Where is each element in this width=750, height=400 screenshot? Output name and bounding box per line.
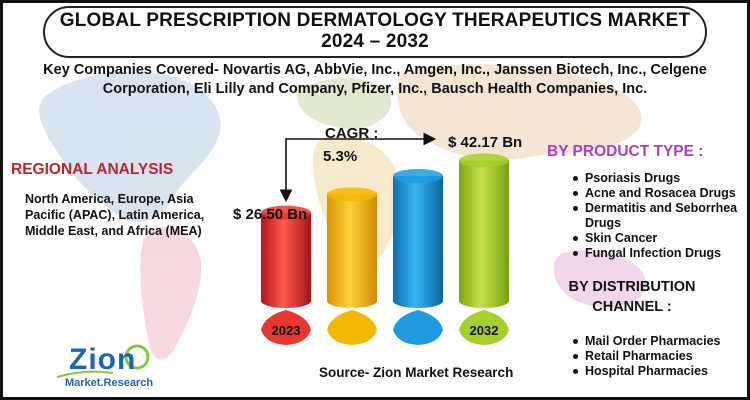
bar-body — [393, 176, 443, 301]
list-item: Skin Cancer — [571, 231, 747, 246]
cagr-value: 5.3% — [323, 148, 357, 165]
cagr-label: CAGR : — [325, 125, 378, 142]
bullet-icon — [573, 176, 578, 181]
bar-base — [261, 294, 311, 308]
title-banner: GLOBAL PRESCRIPTION DERMATOLOGY THERAPEU… — [43, 6, 707, 58]
product-type-item: Skin Cancer — [585, 231, 658, 245]
bar-top — [327, 187, 377, 202]
list-item: Fungal Infection Drugs — [571, 246, 747, 261]
bullet-icon — [573, 369, 578, 374]
list-item: Retail Pharmacies — [571, 349, 747, 364]
list-item: Dermatitis and Seborrhea Drugs — [571, 201, 747, 231]
bar-top — [459, 153, 509, 168]
market-bar-chart: 2023 2032 CAGR : 5.3% $ 26.50 Bn $ 42.17 … — [233, 125, 522, 345]
zion-logo: Zion Market.Research — [55, 343, 165, 395]
source-note: Source- Zion Market Research — [319, 365, 514, 380]
bar-base — [459, 294, 509, 308]
category-tag-2 — [327, 310, 377, 345]
category-tag-1 — [261, 310, 311, 345]
bar-3 — [393, 169, 443, 308]
list-item: Acne and Rosacea Drugs — [571, 186, 747, 201]
product-type-item: Fungal Infection Drugs — [585, 246, 722, 260]
product-type-item: Acne and Rosacea Drugs — [585, 186, 736, 200]
bullet-icon — [573, 339, 578, 344]
regional-analysis-text: North America, Europe, Asia Pacific (APA… — [25, 192, 205, 238]
distribution-heading-line-1: BY DISTRIBUTION — [568, 279, 696, 295]
category-tag-3 — [393, 310, 443, 345]
distribution-item: Retail Pharmacies — [585, 349, 693, 363]
bar-2 — [327, 187, 377, 308]
category-label-2023: 2023 — [272, 323, 301, 338]
bullet-icon — [573, 206, 578, 211]
product-type-heading: BY PRODUCT TYPE : — [547, 143, 704, 160]
logo-word: Zion — [69, 343, 137, 376]
distribution-channel-list: Mail Order Pharmacies Retail Pharmacies … — [571, 334, 747, 379]
bar-body — [327, 194, 377, 301]
key-companies-text: Key Companies Covered- Novartis AG, AbbV… — [43, 62, 707, 97]
bullet-icon — [573, 191, 578, 196]
distribution-heading-line-2: CHANNEL : — [592, 299, 672, 315]
bar-base — [393, 294, 443, 308]
bar-4 — [459, 153, 509, 308]
bar-top — [393, 169, 443, 183]
value-label-2023: $ 26.50 Bn — [233, 206, 307, 223]
distribution-item: Mail Order Pharmacies — [585, 334, 721, 348]
logo-subtitle: Market.Research — [65, 377, 154, 389]
bullet-icon — [573, 236, 578, 241]
zion-logo-icon — [56, 344, 150, 378]
regional-analysis-heading: REGIONAL ANALYSIS — [11, 161, 174, 178]
bar-base — [327, 294, 377, 308]
bullet-icon — [573, 251, 578, 256]
distribution-item: Hospital Pharmacies — [585, 364, 708, 378]
list-item: Hospital Pharmacies — [571, 364, 747, 379]
world-map-background — [39, 64, 647, 360]
title-line-1: GLOBAL PRESCRIPTION DERMATOLOGY THERAPEU… — [59, 10, 691, 31]
category-label-2032: 2032 — [470, 323, 499, 338]
bullet-icon — [573, 354, 578, 359]
bar-1 — [261, 205, 311, 308]
cagr-arrow — [285, 132, 437, 185]
bar-body — [261, 212, 311, 301]
value-label-2032: $ 42.17 Bn — [448, 134, 522, 151]
title-line-2: 2024 – 2032 — [321, 31, 429, 52]
product-type-item: Psoriasis Drugs — [585, 171, 681, 185]
category-tag-4 — [459, 310, 509, 345]
list-item: Mail Order Pharmacies — [571, 334, 747, 349]
product-type-item: Dermatitis and Seborrhea Drugs — [585, 201, 738, 230]
list-item: Psoriasis Drugs — [571, 171, 747, 186]
bar-body — [459, 160, 509, 301]
product-type-list: Psoriasis Drugs Acne and Rosacea Drugs D… — [571, 171, 747, 261]
distribution-channel-heading: BY DISTRIBUTION CHANNEL : — [551, 277, 713, 317]
bar-top — [261, 205, 311, 220]
